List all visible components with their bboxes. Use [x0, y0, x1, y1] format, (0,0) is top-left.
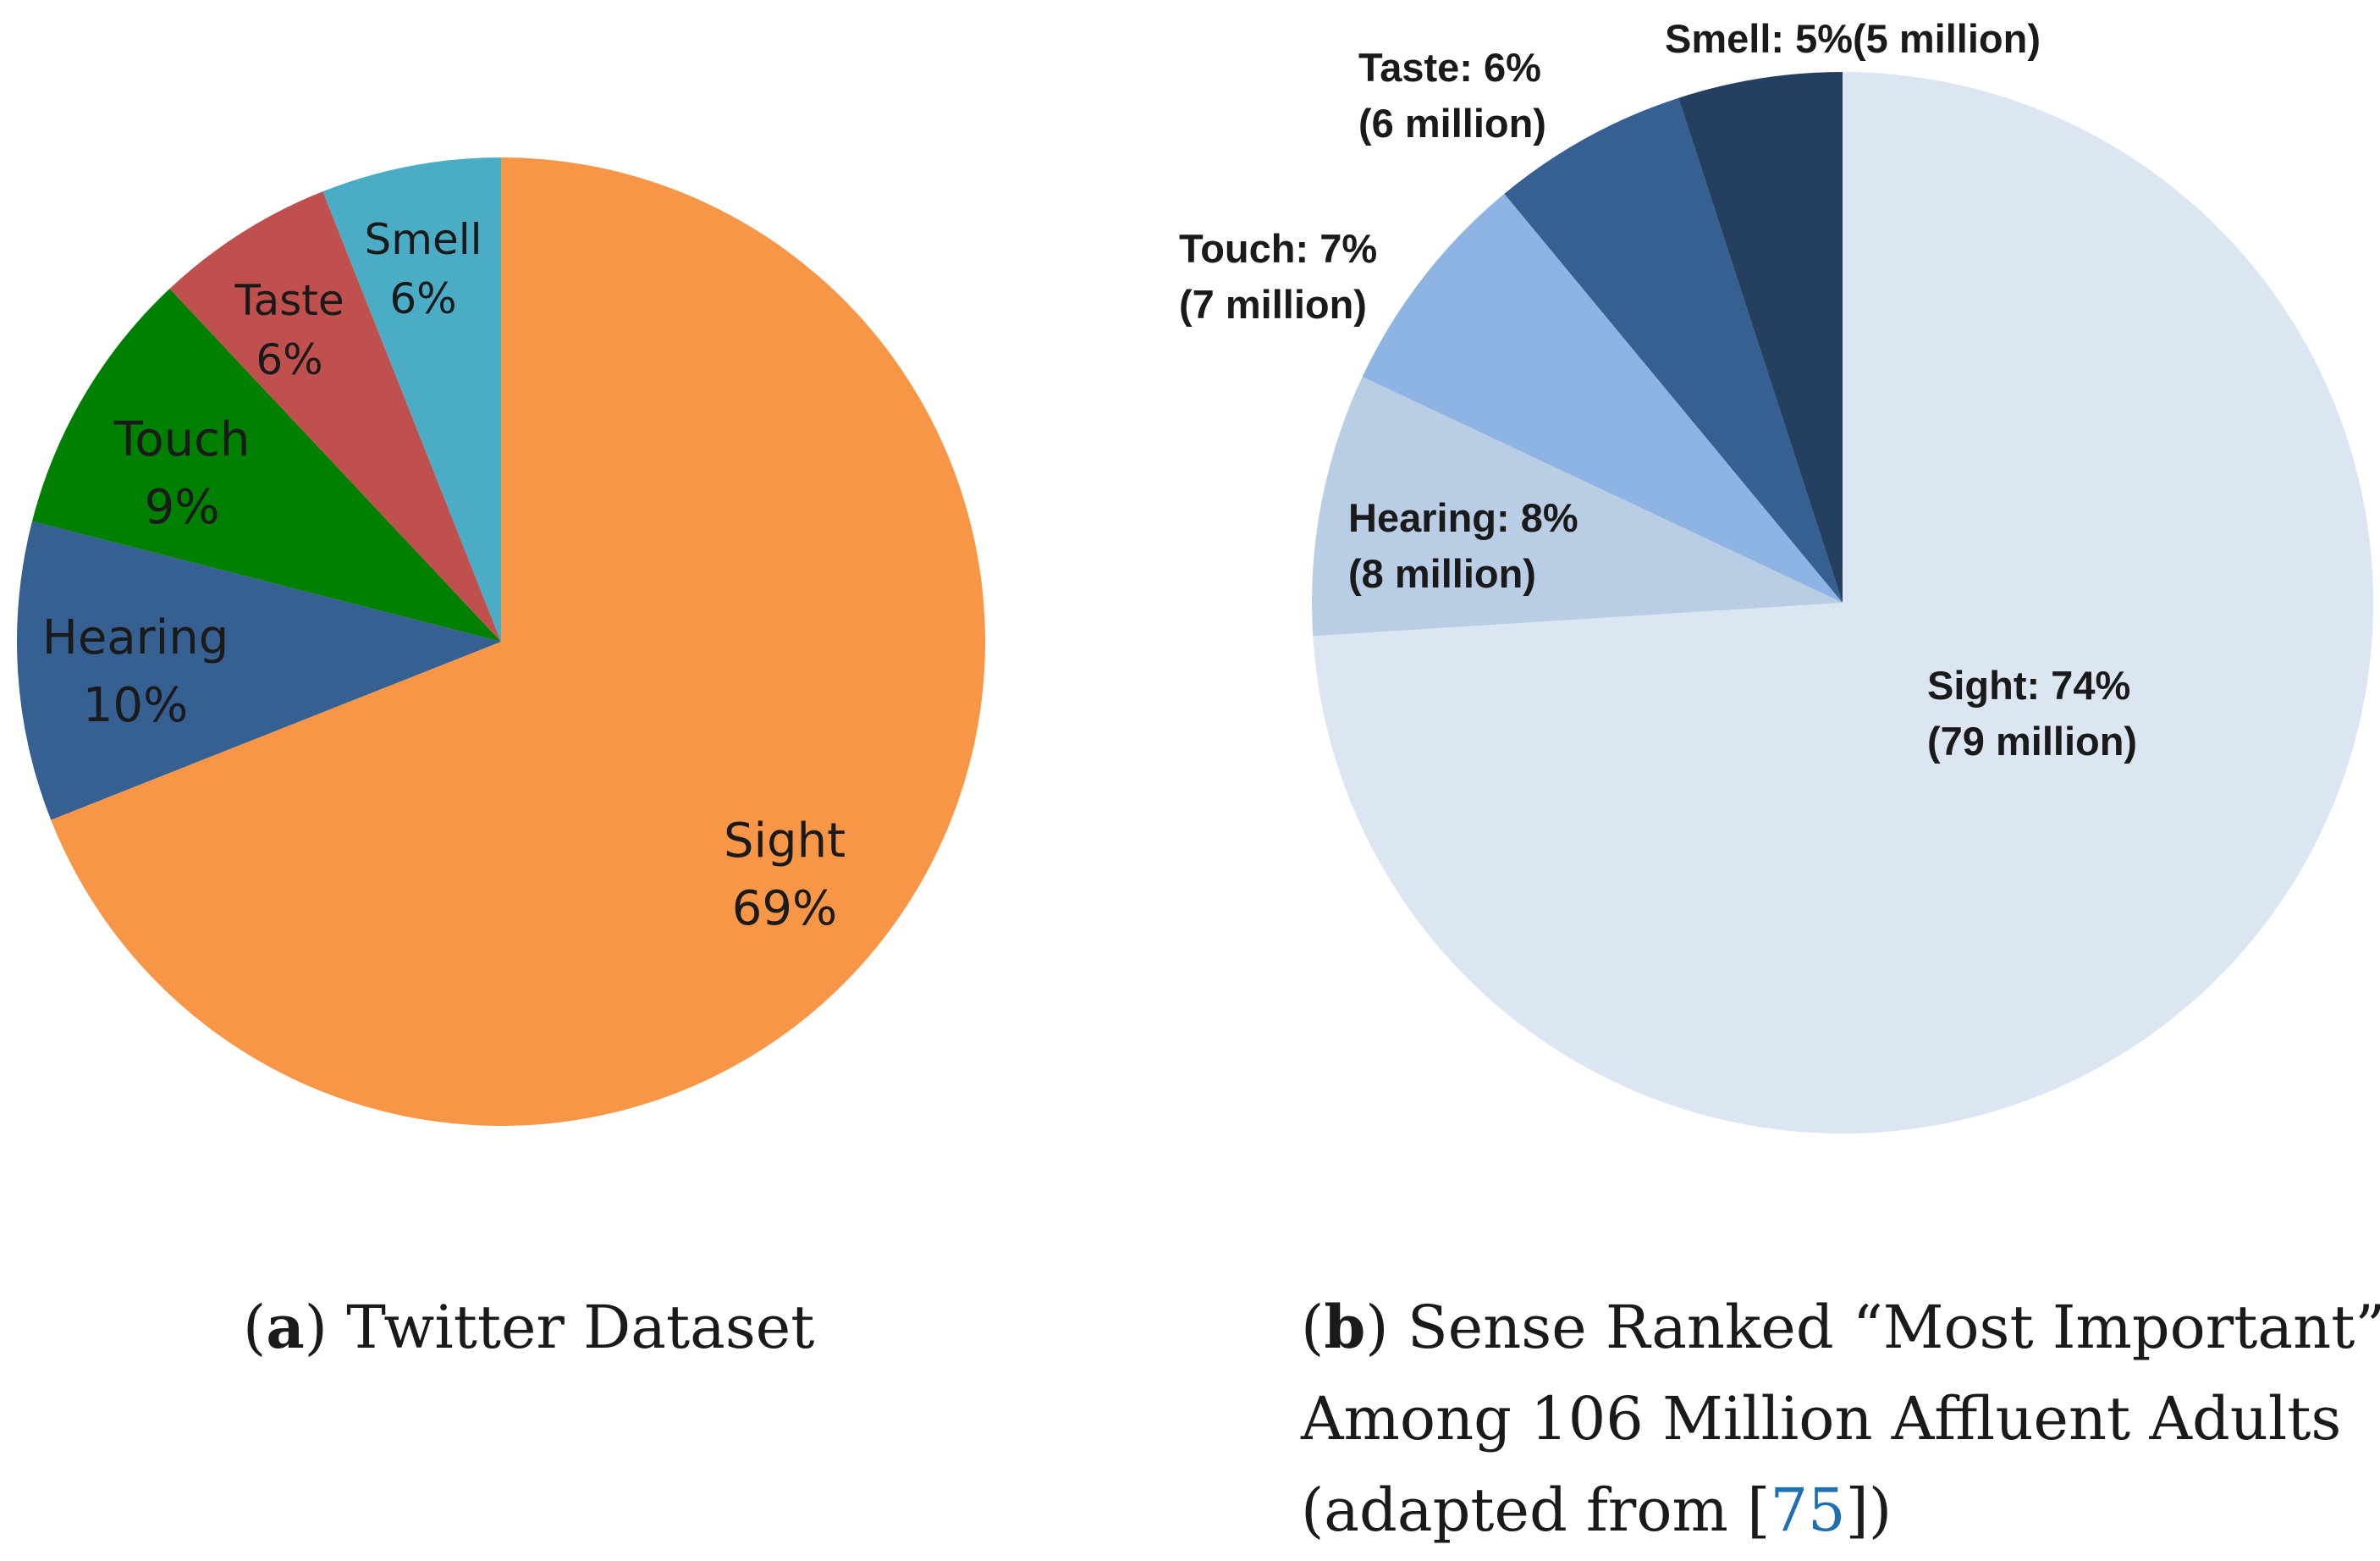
slice-b-sight — [1313, 72, 2374, 1134]
pie-chart-b: Sight: 74% (79 million) Hearing: 8% (8 m… — [1179, 16, 2374, 1134]
label-b-smell: Smell: 5%(5 million) — [1665, 16, 2041, 61]
label-b-touch: Touch: 7% — [1179, 226, 1377, 271]
slice-a-touch — [31, 289, 502, 642]
caption-b-citation-link[interactable]: 75 — [1770, 1476, 1845, 1545]
value-b-touch: (7 million) — [1179, 282, 1367, 327]
caption-a-text: Twitter Dataset — [346, 1293, 814, 1362]
caption-b-line3: (adapted from [75]) — [1301, 1476, 1892, 1545]
caption-b-text3-end: ]) — [1846, 1476, 1892, 1545]
slice-b-taste — [1504, 97, 1843, 603]
caption-b-line2: Among 106 Million Affluent Adults — [1300, 1384, 2341, 1453]
pie-b-slices — [1312, 72, 2374, 1134]
caption-b-text1: Sense Ranked “Most Important” — [1408, 1293, 2380, 1362]
label-a-hearing: Hearing — [42, 610, 229, 665]
value-b-taste: (6 million) — [1358, 101, 1546, 146]
slice-a-smell — [322, 157, 501, 642]
label-a-touch: Touch — [113, 412, 251, 467]
slice-a-sight — [51, 157, 986, 1126]
caption-b-marker: b — [1324, 1292, 1365, 1362]
value-a-touch: 9% — [145, 480, 220, 535]
label-a-taste: Taste — [234, 276, 344, 325]
label-a-sight: Sight — [724, 814, 846, 869]
value-a-hearing: 10% — [83, 678, 188, 733]
label-b-sight: Sight: 74% — [1927, 663, 2130, 708]
pie-a-slices — [17, 157, 986, 1126]
caption-a-marker: a — [266, 1292, 304, 1362]
value-a-smell: 6% — [389, 274, 456, 323]
slice-a-taste — [169, 191, 501, 643]
label-b-taste: Taste: 6% — [1358, 45, 1541, 90]
pie-chart-a: Sight 69% Hearing 10% Touch 9% Taste 6% … — [17, 157, 986, 1126]
value-b-hearing: (8 million) — [1348, 551, 1536, 596]
label-b-hearing: Hearing: 8% — [1348, 495, 1578, 540]
value-b-sight: (79 million) — [1927, 719, 2137, 764]
slice-b-touch — [1362, 193, 1843, 603]
slice-b-smell — [1678, 72, 1843, 603]
value-a-sight: 69% — [732, 881, 837, 936]
caption-b-text3: (adapted from [ — [1301, 1476, 1770, 1545]
value-a-taste: 6% — [256, 335, 322, 384]
caption-b-line1: (b) Sense Ranked “Most Important” — [1301, 1292, 2380, 1362]
slice-b-hearing — [1312, 377, 1843, 637]
label-a-smell: Smell — [365, 215, 482, 264]
slice-a-hearing — [17, 521, 501, 820]
caption-a: (a) Twitter Dataset — [243, 1292, 814, 1362]
